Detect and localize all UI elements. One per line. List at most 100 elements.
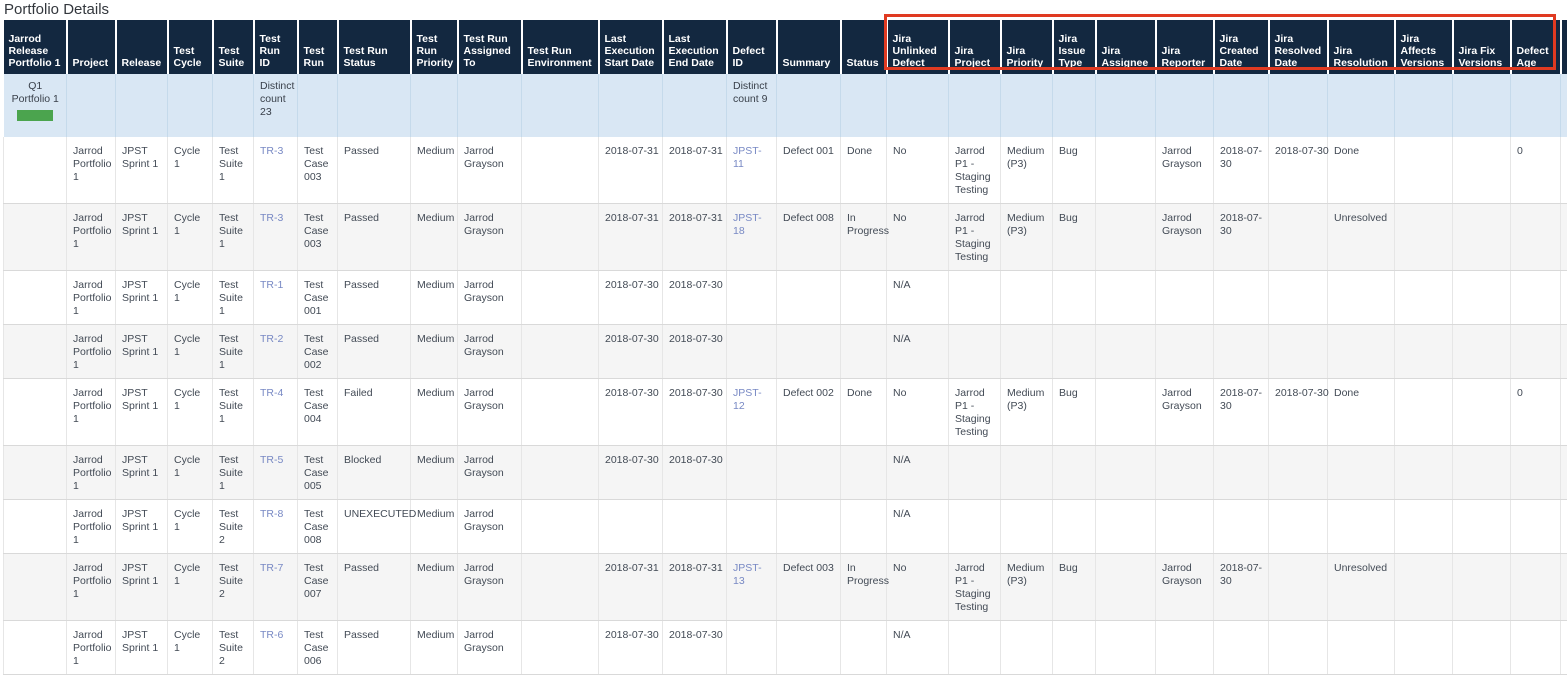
cell-status xyxy=(841,271,887,325)
cell-clipped-column xyxy=(1561,379,1567,446)
test-run-link[interactable]: TR-1 xyxy=(260,279,283,291)
col-header-test-run-priority[interactable]: Test Run Priority xyxy=(411,20,458,74)
cell-last-execution-end-date: 2018-07-30 xyxy=(663,379,727,446)
col-header-jira-issue-type[interactable]: Jira Issue Type xyxy=(1053,20,1096,74)
cell-jira-project xyxy=(949,446,1001,500)
cell-test-run-priority: Medium xyxy=(411,500,458,554)
cell-test-run-status: Blocked xyxy=(338,446,411,500)
cell-jira-affects-versions xyxy=(1395,204,1453,271)
defect-link[interactable]: JPST-13 xyxy=(733,562,762,587)
col-header-clipped-column[interactable] xyxy=(1561,20,1567,74)
test-run-distinct-count: Distinct count 23 xyxy=(254,74,298,137)
defect-link[interactable]: JPST-11 xyxy=(733,145,762,170)
cell-release: JPST Sprint 1 xyxy=(116,137,168,204)
cell-last-execution-end-date xyxy=(663,500,727,554)
col-header-jira-affects-versions[interactable]: Jira Affects Versions xyxy=(1395,20,1453,74)
cell-test-run-status: Passed xyxy=(338,271,411,325)
cell-jira-resolution xyxy=(1328,621,1395,675)
col-header-test-suite[interactable]: Test Suite xyxy=(213,20,254,74)
cell-test-run-assigned-to: Jarrod Grayson xyxy=(458,621,522,675)
test-run-link[interactable]: TR-7 xyxy=(260,562,283,574)
summary-cell-project xyxy=(67,74,116,137)
cell-release: JPST Sprint 1 xyxy=(116,500,168,554)
col-header-defect-age[interactable]: Defect Age xyxy=(1511,20,1561,74)
cell-jira-affects-versions xyxy=(1395,500,1453,554)
col-header-summary[interactable]: Summary xyxy=(777,20,841,74)
col-header-last-execution-end-date[interactable]: Last Execution End Date xyxy=(663,20,727,74)
cell-test-run-environment xyxy=(522,325,599,379)
test-run-link[interactable]: TR-4 xyxy=(260,387,283,399)
cell-jira-assignee xyxy=(1096,554,1156,621)
col-header-test-run-id[interactable]: Test Run ID xyxy=(254,20,298,74)
cell-clipped-column xyxy=(1561,271,1567,325)
cell-jira-issue-type xyxy=(1053,325,1096,379)
cell-last-execution-start-date: 2018-07-31 xyxy=(599,204,663,271)
cell-jira-fix-versions xyxy=(1453,325,1511,379)
cell-test-suite: Test Suite 1 xyxy=(213,204,254,271)
cell-project: Jarrod Portfolio 1 xyxy=(67,137,116,204)
col-header-project[interactable]: Project xyxy=(67,20,116,74)
cell-summary: Defect 008 xyxy=(777,204,841,271)
cell-test-cycle: Cycle 1 xyxy=(168,554,213,621)
test-run-link[interactable]: TR-6 xyxy=(260,629,283,641)
cell-defect-id: JPST-12 xyxy=(727,379,777,446)
test-run-link[interactable]: TR-3 xyxy=(260,145,283,157)
cell-test-suite: Test Suite 2 xyxy=(213,500,254,554)
col-header-jira-unlinked-defect[interactable]: Jira Unlinked Defect xyxy=(887,20,949,74)
portfolio-progress-bar xyxy=(17,110,53,121)
col-header-test-run[interactable]: Test Run xyxy=(298,20,338,74)
cell-jira-issue-type xyxy=(1053,446,1096,500)
col-header-last-execution-start-date[interactable]: Last Execution Start Date xyxy=(599,20,663,74)
cell-jira-project xyxy=(949,500,1001,554)
cell-jira-unlinked-defect: No xyxy=(887,137,949,204)
cell-test-run: Test Case 003 xyxy=(298,137,338,204)
cell-defect-age xyxy=(1511,325,1561,379)
defect-link[interactable]: JPST-12 xyxy=(733,387,762,412)
defect-link[interactable]: JPST-18 xyxy=(733,212,762,237)
cell-test-suite: Test Suite 1 xyxy=(213,379,254,446)
col-header-test-run-environment[interactable]: Test Run Environment xyxy=(522,20,599,74)
col-header-jira-assignee[interactable]: Jira Assignee xyxy=(1096,20,1156,74)
cell-release: JPST Sprint 1 xyxy=(116,554,168,621)
col-header-test-cycle[interactable]: Test Cycle xyxy=(168,20,213,74)
cell-project: Jarrod Portfolio 1 xyxy=(67,325,116,379)
col-header-jira-resolution[interactable]: Jira Resolution xyxy=(1328,20,1395,74)
cell-test-run-assigned-to: Jarrod Grayson xyxy=(458,446,522,500)
cell-jira-assignee xyxy=(1096,621,1156,675)
col-header-jira-project[interactable]: Jira Project xyxy=(949,20,1001,74)
cell-portfolio xyxy=(4,271,67,325)
col-header-jira-reporter[interactable]: Jira Reporter xyxy=(1156,20,1214,74)
cell-test-cycle: Cycle 1 xyxy=(168,500,213,554)
col-header-jira-resolved-date[interactable]: Jira Resolved Date xyxy=(1269,20,1328,74)
test-run-link[interactable]: TR-3 xyxy=(260,212,283,224)
col-header-portfolio[interactable]: Jarrod Release Portfolio 1 xyxy=(4,20,67,74)
col-header-jira-created-date[interactable]: Jira Created Date xyxy=(1214,20,1269,74)
col-header-test-run-status[interactable]: Test Run Status xyxy=(338,20,411,74)
cell-project: Jarrod Portfolio 1 xyxy=(67,271,116,325)
cell-release: JPST Sprint 1 xyxy=(116,271,168,325)
col-header-test-run-assigned-to[interactable]: Test Run Assigned To xyxy=(458,20,522,74)
cell-last-execution-end-date: 2018-07-30 xyxy=(663,325,727,379)
col-header-jira-fix-versions[interactable]: Jira Fix Versions xyxy=(1453,20,1511,74)
cell-summary: Defect 003 xyxy=(777,554,841,621)
cell-jira-resolved-date xyxy=(1269,621,1328,675)
cell-jira-issue-type: Bug xyxy=(1053,379,1096,446)
cell-test-run-status: Passed xyxy=(338,137,411,204)
cell-jira-fix-versions xyxy=(1453,621,1511,675)
cell-last-execution-end-date: 2018-07-31 xyxy=(663,137,727,204)
test-run-link[interactable]: TR-8 xyxy=(260,508,283,520)
summary-cell-last-execution-end-date xyxy=(663,74,727,137)
col-header-jira-priority[interactable]: Jira Priority xyxy=(1001,20,1053,74)
summary-cell-last-execution-start-date xyxy=(599,74,663,137)
cell-test-run-assigned-to: Jarrod Grayson xyxy=(458,137,522,204)
summary-cell-jira-reporter xyxy=(1156,74,1214,137)
cell-last-execution-start-date: 2018-07-30 xyxy=(599,325,663,379)
col-header-defect-id[interactable]: Defect ID xyxy=(727,20,777,74)
cell-project: Jarrod Portfolio 1 xyxy=(67,446,116,500)
test-run-link[interactable]: TR-2 xyxy=(260,333,283,345)
col-header-release[interactable]: Release xyxy=(116,20,168,74)
test-run-link[interactable]: TR-5 xyxy=(260,454,283,466)
cell-jira-resolution xyxy=(1328,271,1395,325)
col-header-status[interactable]: Status xyxy=(841,20,887,74)
cell-jira-project xyxy=(949,325,1001,379)
